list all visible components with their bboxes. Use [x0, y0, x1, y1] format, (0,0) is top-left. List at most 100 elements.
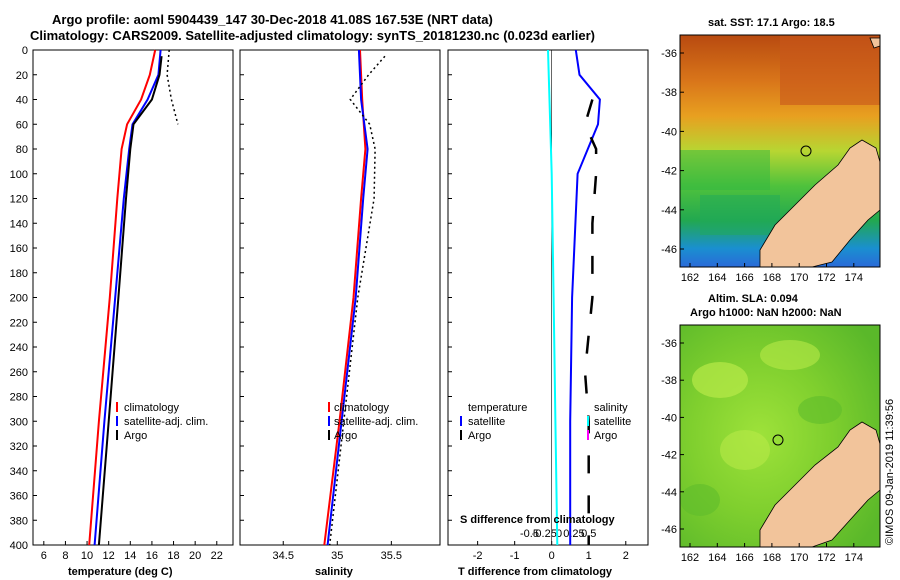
series-argo [97, 56, 163, 546]
x-tick-label: 12 [103, 550, 115, 562]
lon-tick-label: 170 [790, 272, 808, 284]
x-tick-label: 2 [623, 550, 629, 562]
lat-tick-label: -38 [661, 87, 677, 99]
plot-title-line1: Argo profile: aoml 5904439_147 30-Dec-20… [52, 12, 493, 27]
x-tick-label: 35 [331, 550, 343, 562]
lat-tick-label: -36 [661, 48, 677, 60]
temperature-xlabel: temperature (deg C) [68, 566, 173, 578]
series-satellite-adj-clim- [93, 49, 162, 546]
depth-tick-label: 280 [10, 392, 28, 404]
plot-title-line2: Climatology: CARS2009. Satellite-adjuste… [30, 28, 595, 43]
sla-map-subtitle: Argo h1000: NaN h2000: NaN [690, 307, 842, 319]
s-tick-label: -0.25 [532, 528, 557, 540]
lat-tick-label: -42 [661, 166, 677, 178]
depth-tick-label: 0 [22, 45, 28, 57]
legend-climatology: climatology [334, 402, 390, 414]
lat-tick-label: -40 [661, 126, 677, 138]
depth-tick-label: 60 [16, 119, 28, 131]
s-tick-label: -0.5 [520, 528, 539, 540]
x-tick-label: 35.5 [381, 550, 402, 562]
lon-tick-label: 172 [817, 552, 835, 564]
series-climatology [88, 49, 157, 546]
lon-tick-label: 168 [763, 552, 781, 564]
depth-tick-label: 220 [10, 317, 28, 329]
x-tick-label: 0 [549, 550, 555, 562]
depth-tick-label: 260 [10, 367, 28, 379]
depth-tick-label: 80 [16, 144, 28, 156]
depth-tick-label: 200 [10, 293, 28, 305]
lat-tick-label: -38 [661, 375, 677, 387]
lon-tick-label: 174 [845, 552, 863, 564]
x-tick-label: 18 [167, 550, 179, 562]
depth-tick-label: 40 [16, 95, 28, 107]
lat-tick-label: -42 [661, 450, 677, 462]
depth-tick-label: 180 [10, 268, 28, 280]
depth-tick-label: 380 [10, 515, 28, 527]
legend-argo: Argo [334, 430, 357, 442]
legend-s-satellite: satellite [594, 416, 631, 428]
x-tick-label: -2 [473, 550, 483, 562]
x-tick-label: 22 [211, 550, 223, 562]
depth-tick-label: 100 [10, 169, 28, 181]
legend-t-argo: Argo [468, 430, 491, 442]
sla-map [679, 324, 881, 548]
lon-tick-label: 164 [708, 552, 726, 564]
difference-legend: temperature satellite Argo salinity sate… [460, 402, 631, 442]
lon-tick-label: 166 [735, 272, 753, 284]
lat-tick-label: -46 [661, 524, 677, 536]
legend-s-argo: Argo [594, 430, 617, 442]
series-t-satellite [569, 49, 601, 545]
x-tick-label: -1 [510, 550, 520, 562]
depth-tick-label: 300 [10, 416, 28, 428]
difference-xlabel-top: S difference from climatology [460, 514, 616, 526]
x-tick-label: 20 [189, 550, 201, 562]
lon-tick-label: 166 [735, 552, 753, 564]
lat-tick-label: -36 [661, 338, 677, 350]
legend-climatology: climatology [124, 402, 180, 414]
sst-map-title: sat. SST: 17.1 Argo: 18.5 [708, 17, 835, 29]
lon-tick-label: 170 [790, 552, 808, 564]
x-tick-label: 14 [124, 550, 136, 562]
x-tick-label: 34.5 [273, 550, 294, 562]
series-argo [328, 55, 386, 546]
series-satellite-adj-clim- [326, 49, 369, 546]
lon-tick-label: 164 [708, 272, 726, 284]
argo-location-marker [772, 434, 784, 446]
s-tick-label: 0.25 [563, 528, 584, 540]
depth-tick-label: 320 [10, 441, 28, 453]
series-climatology [323, 49, 367, 546]
argo-location-marker [800, 145, 812, 157]
x-tick-label: 6 [41, 550, 47, 562]
legend-temperature-header: temperature [468, 402, 527, 414]
lat-tick-label: -46 [661, 244, 677, 256]
depth-tick-label: 400 [10, 540, 28, 552]
salinity-panel [239, 49, 441, 546]
temperature-legend: climatology satellite-adj. clim. Argo [116, 402, 208, 442]
difference-panel [447, 49, 649, 546]
lon-tick-label: 162 [681, 272, 699, 284]
depth-tick-label: 140 [10, 218, 28, 230]
x-tick-label: 10 [81, 550, 93, 562]
sst-map [679, 34, 881, 268]
s-tick-label: 0.5 [581, 528, 596, 540]
lon-tick-label: 172 [817, 272, 835, 284]
lat-tick-label: -40 [661, 412, 677, 424]
x-tick-label: 8 [62, 550, 68, 562]
lat-tick-label: -44 [661, 205, 677, 217]
sla-map-title: Altim. SLA: 0.094 [708, 293, 799, 305]
lon-tick-label: 174 [845, 272, 863, 284]
salinity-legend: climatology satellite-adj. clim. Argo [328, 402, 418, 442]
legend-t-satellite: satellite [468, 416, 505, 428]
salinity-xlabel: salinity [315, 566, 354, 578]
series-t-argo [583, 99, 598, 545]
lat-tick-label: -44 [661, 487, 677, 499]
series-argo-surface [166, 49, 179, 125]
x-tick-label: 16 [146, 550, 158, 562]
depth-tick-label: 240 [10, 342, 28, 354]
legend-argo: Argo [124, 430, 147, 442]
x-tick-label: 1 [586, 550, 592, 562]
depth-tick-label: 20 [16, 70, 28, 82]
depth-tick-label: 340 [10, 466, 28, 478]
legend-satellite: satellite-adj. clim. [334, 416, 418, 428]
land-south-island [759, 139, 881, 268]
